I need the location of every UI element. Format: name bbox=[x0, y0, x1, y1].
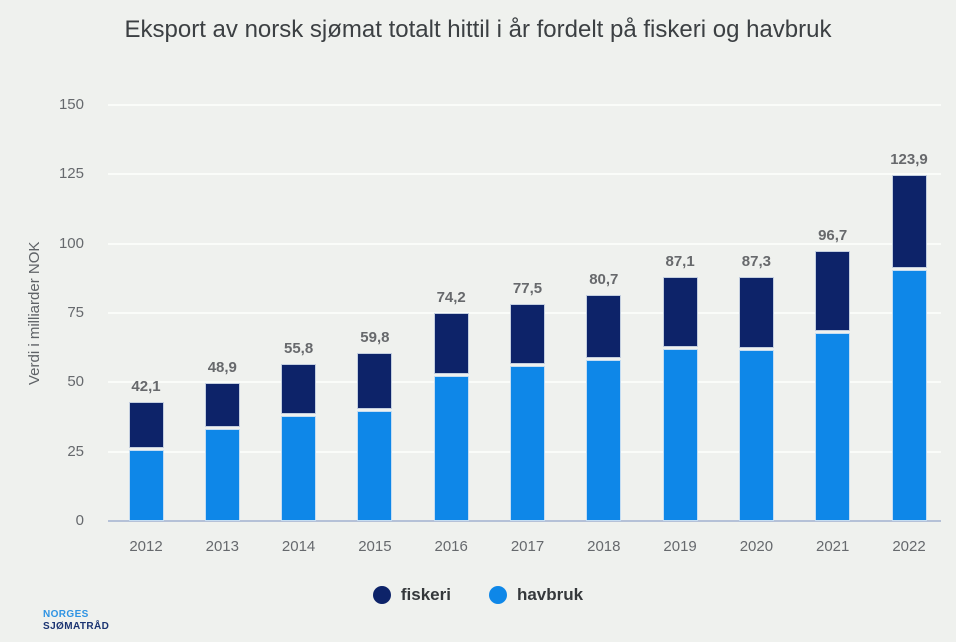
bar-total-label-2022: 123,9 bbox=[890, 151, 928, 169]
legend-item-havbruk[interactable]: havbruk bbox=[488, 585, 584, 605]
y-tick-label-125: 125 bbox=[58, 165, 84, 183]
bar-total-label-2014: 55,8 bbox=[283, 340, 314, 358]
bar-segment-havbruk-2013[interactable] bbox=[204, 429, 240, 521]
x-axis-label-2015: 2015 bbox=[358, 538, 392, 555]
chart-title: Eksport av norsk sjømat totalt hittil i … bbox=[0, 14, 956, 45]
y-tick-label-150: 150 bbox=[58, 96, 84, 113]
bar-total-label-2021: 96,7 bbox=[818, 226, 848, 244]
x-axis-label-2012: 2012 bbox=[129, 538, 163, 555]
bar-total-label-2012: 42,1 bbox=[131, 378, 161, 396]
bar-segment-fiskeri-2013[interactable] bbox=[204, 383, 240, 428]
bar-segment-fiskeri-2017[interactable] bbox=[510, 304, 545, 364]
bar-segment-havbruk-2014[interactable] bbox=[281, 416, 317, 521]
x-axis-label-2022: 2022 bbox=[892, 538, 926, 555]
bar-segment-fiskeri-2019[interactable] bbox=[662, 277, 698, 347]
bar-segment-havbruk-2019[interactable] bbox=[662, 348, 698, 521]
chart-title-text: Eksport av norsk sjømat totalt hittil i … bbox=[124, 16, 832, 43]
bar-total-label-2019: 87,1 bbox=[665, 253, 695, 271]
legend-label-fiskeri: fiskeri bbox=[400, 585, 451, 604]
gridline-125 bbox=[108, 173, 941, 176]
bar-segment-havbruk-2015[interactable] bbox=[357, 410, 393, 521]
bar-segment-havbruk-2022[interactable] bbox=[891, 270, 927, 521]
x-axis-label-2021: 2021 bbox=[816, 538, 850, 555]
bar-segment-havbruk-2017[interactable] bbox=[510, 365, 545, 521]
x-axis-label-2014: 2014 bbox=[281, 538, 316, 555]
bar-total-label-2020: 87,3 bbox=[741, 252, 771, 270]
x-axis-line bbox=[108, 520, 941, 522]
bar-segment-havbruk-2021[interactable] bbox=[815, 332, 851, 521]
bar-segment-havbruk-2020[interactable] bbox=[738, 350, 774, 521]
bar-total-label-2015: 59,8 bbox=[360, 329, 390, 347]
gridline-100 bbox=[108, 242, 941, 245]
x-axis-label-2017: 2017 bbox=[510, 538, 545, 555]
legend-item-fiskeri[interactable]: fiskeri bbox=[372, 585, 451, 605]
bar-segment-havbruk-2012[interactable] bbox=[128, 450, 164, 521]
bar-total-label-2018: 80,7 bbox=[589, 271, 619, 289]
bar-segment-fiskeri-2021[interactable] bbox=[815, 250, 851, 331]
y-tick-label-100: 100 bbox=[58, 234, 84, 252]
x-axis-label-2020: 2020 bbox=[739, 538, 774, 555]
bar-segment-havbruk-2018[interactable] bbox=[586, 359, 622, 521]
x-axis-label-2018: 2018 bbox=[587, 538, 621, 555]
bar-segment-fiskeri-2022[interactable] bbox=[891, 175, 927, 268]
bar-segment-fiskeri-2012[interactable] bbox=[128, 402, 164, 449]
legend-marker-havbruk bbox=[488, 586, 507, 604]
bar-total-label-2016: 74,2 bbox=[436, 289, 466, 307]
y-tick-label-25: 25 bbox=[67, 442, 84, 460]
bar-segment-fiskeri-2018[interactable] bbox=[586, 295, 622, 358]
y-tick-label-50: 50 bbox=[67, 373, 84, 391]
bar-segment-fiskeri-2015[interactable] bbox=[357, 353, 393, 409]
legend: fiskeri havbruk bbox=[0, 585, 956, 605]
bar-segment-havbruk-2016[interactable] bbox=[433, 375, 469, 521]
x-axis-label-2013: 2013 bbox=[205, 538, 239, 555]
x-axis-label-2016: 2016 bbox=[434, 538, 468, 555]
legend-label-havbruk: havbruk bbox=[516, 585, 584, 604]
y-tick-label-0: 0 bbox=[75, 512, 84, 529]
y-tick-label-75: 75 bbox=[67, 304, 84, 321]
bar-segment-fiskeri-2014[interactable] bbox=[281, 364, 317, 415]
logo-line-2: SJØMATRÅD bbox=[43, 620, 110, 632]
bar-segment-fiskeri-2016[interactable] bbox=[433, 313, 469, 374]
norges-sjomatrad-logo: NORGES SJØMATRÅD bbox=[43, 609, 109, 632]
gridline-150 bbox=[108, 104, 941, 106]
x-axis-label-2019: 2019 bbox=[663, 538, 697, 555]
legend-marker-fiskeri bbox=[372, 586, 391, 604]
bar-segment-fiskeri-2020[interactable] bbox=[738, 276, 774, 349]
bar-total-label-2017: 77,5 bbox=[512, 280, 543, 298]
bar-total-label-2013: 48,9 bbox=[207, 359, 237, 377]
logo-line-1: NORGES bbox=[43, 609, 89, 620]
